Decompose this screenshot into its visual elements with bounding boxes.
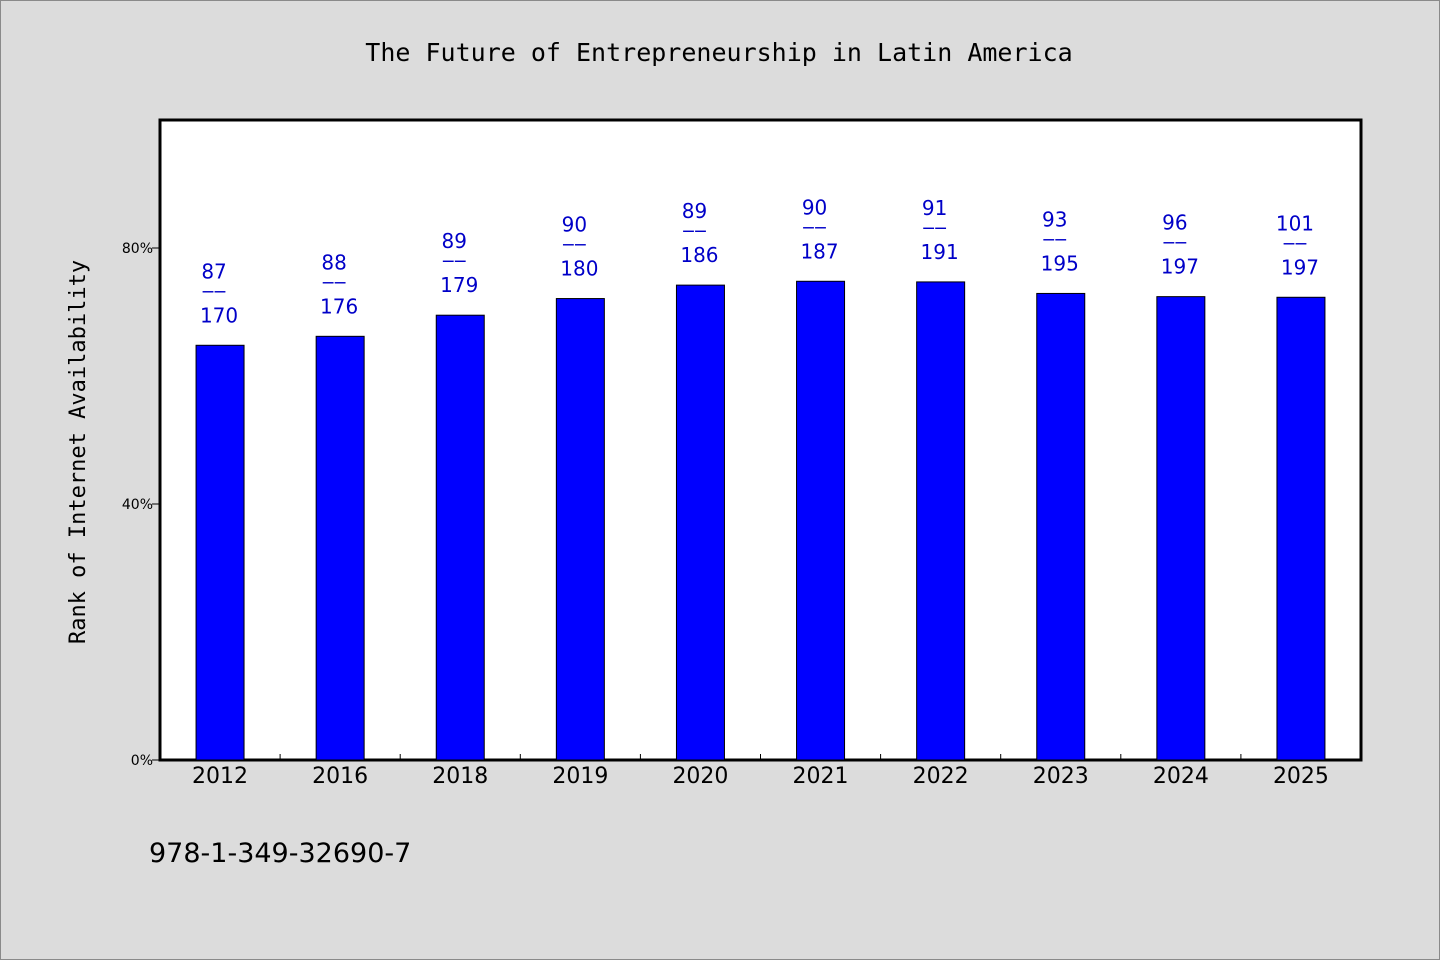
data-label-bottom: 191 <box>921 240 959 264</box>
bar-2020 <box>675 284 725 761</box>
data-label-bottom: 186 <box>680 243 718 267</box>
data-label-separator: —— <box>1043 226 1067 250</box>
x-tick-label: 2021 <box>793 764 849 789</box>
y-tick-label: 0% <box>131 753 153 769</box>
data-label-top: 87 <box>201 259 226 283</box>
x-tick-label: 2025 <box>1273 764 1329 789</box>
data-label-top: 93 <box>1042 207 1067 231</box>
bar-2018 <box>435 314 485 761</box>
data-label-bottom: 176 <box>320 294 358 318</box>
data-label-separator: —— <box>322 269 346 293</box>
x-tick-label: 2024 <box>1153 764 1209 789</box>
data-label-bottom: 187 <box>800 239 838 263</box>
y-tick-label: 40% <box>122 497 153 513</box>
data-label-top: 96 <box>1162 211 1187 235</box>
data-label-top: 88 <box>321 250 346 274</box>
data-label-top: 90 <box>802 195 827 219</box>
data-label-separator: —— <box>442 248 466 272</box>
x-tick-label: 2019 <box>552 764 608 789</box>
data-label-bottom: 197 <box>1161 255 1199 279</box>
y-axis-label: Rank of Internet Availability <box>66 260 91 644</box>
data-label-top: 89 <box>442 229 467 253</box>
data-label-separator: —— <box>923 215 947 239</box>
x-tick-label: 2022 <box>913 764 969 789</box>
data-label-top: 90 <box>562 213 587 237</box>
x-tick-label: 2016 <box>312 764 368 789</box>
bar-series <box>195 280 1326 761</box>
bar-2022 <box>916 281 966 761</box>
x-tick-label: 2018 <box>432 764 488 789</box>
data-label-separator: —— <box>682 218 706 242</box>
x-tick-label: 2012 <box>192 764 248 789</box>
y-axis: 0% 40% 80% <box>122 241 160 769</box>
bar-2021 <box>796 280 846 761</box>
x-tick-label: 2023 <box>1033 764 1089 789</box>
data-label-top: 89 <box>682 199 707 223</box>
x-tick-label: 2020 <box>672 764 728 789</box>
data-label-top: 101 <box>1276 211 1314 235</box>
chart-title: The Future of Entrepreneurship in Latin … <box>365 38 1072 67</box>
x-axis: 2012 2016 2018 2019 2020 2021 2022 2023 2024 2025 <box>192 754 1329 789</box>
data-label-bottom: 195 <box>1041 251 1079 275</box>
bar-2023 <box>1036 292 1086 761</box>
data-label-separator: —— <box>202 278 226 302</box>
bar-2025 <box>1276 296 1326 761</box>
footnote: 978-1-349-32690-7 <box>149 838 411 869</box>
data-labels: 87——17088——17689——17990——18089——18690——1… <box>200 195 1319 327</box>
data-label-separator: —— <box>1283 230 1307 254</box>
bar-2024 <box>1156 296 1206 761</box>
data-label-separator: —— <box>1163 230 1187 254</box>
data-label-separator: —— <box>803 214 827 238</box>
y-tick-label: 80% <box>122 241 153 257</box>
data-label-bottom: 170 <box>200 303 238 327</box>
bar-2019 <box>555 298 605 761</box>
data-label-bottom: 180 <box>560 257 598 281</box>
data-label-top: 91 <box>922 196 947 220</box>
data-label-bottom: 197 <box>1281 255 1319 279</box>
bar-2016 <box>315 335 365 761</box>
data-label-bottom: 179 <box>440 273 478 297</box>
data-label-separator: —— <box>562 232 586 256</box>
bar-2012 <box>195 344 245 761</box>
